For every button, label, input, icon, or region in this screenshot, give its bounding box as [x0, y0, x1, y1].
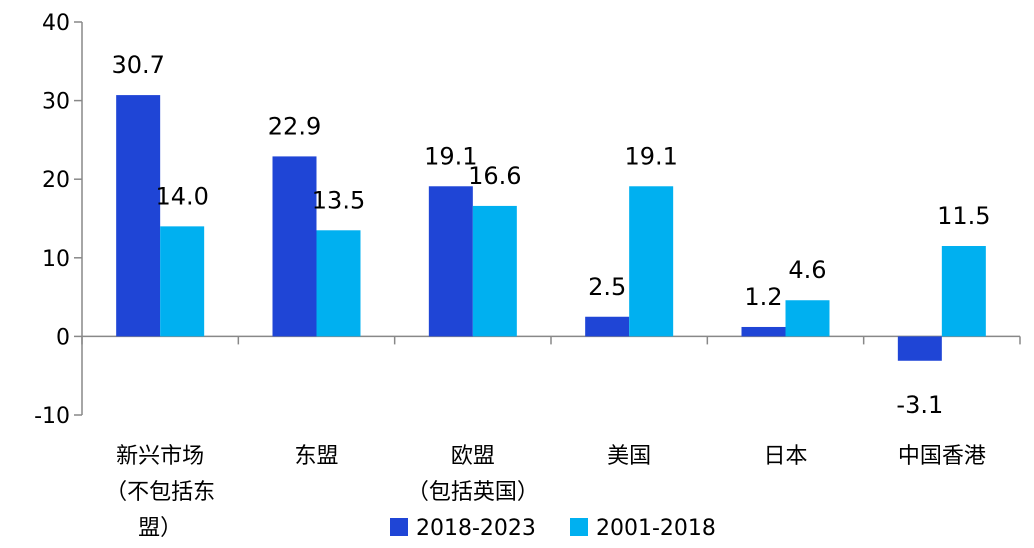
data-label: 2.5 — [588, 273, 626, 301]
bar-2018-2023-0 — [116, 95, 161, 337]
x-category-label: （包括英国） — [407, 480, 539, 505]
x-category-label: 盟） — [138, 516, 182, 541]
data-label: 1.2 — [744, 283, 782, 311]
x-category-label: （不包括东 — [105, 480, 215, 505]
bar-2001-2018-5 — [941, 246, 986, 337]
x-category-label: 日本 — [763, 444, 807, 469]
bar-2001-2018-4 — [785, 300, 830, 337]
data-label: 22.9 — [268, 112, 321, 140]
data-label: 14.0 — [155, 182, 208, 210]
y-tick-label: 0 — [56, 325, 70, 350]
data-label: 16.6 — [468, 162, 521, 190]
bar-2001-2018-3 — [629, 186, 674, 337]
bar-2018-2023-2 — [428, 186, 473, 337]
bar-2001-2018-1 — [316, 230, 361, 337]
data-label: -3.1 — [896, 391, 943, 419]
y-tick-label: -10 — [34, 404, 70, 429]
x-category-label: 美国 — [607, 444, 651, 469]
bar-2018-2023-3 — [585, 316, 630, 337]
y-tick-label: 30 — [42, 90, 70, 115]
bar-2001-2018-2 — [472, 205, 517, 337]
data-label: 13.5 — [312, 186, 365, 214]
y-tick-label: 10 — [42, 247, 70, 272]
x-category-label: 中国香港 — [898, 444, 986, 469]
legend-swatch-2018-2023 — [390, 518, 408, 536]
data-label: 19.1 — [624, 142, 677, 170]
legend-label: 2001-2018 — [596, 516, 716, 541]
x-category-label: 东盟 — [294, 444, 338, 469]
data-label: 4.6 — [788, 256, 826, 284]
bar-2001-2018-0 — [160, 226, 205, 337]
bar-2018-2023-5 — [897, 336, 942, 361]
x-category-label: 新兴市场 — [116, 444, 204, 469]
bar-2018-2023-1 — [272, 156, 317, 337]
y-tick-label: 40 — [42, 11, 70, 36]
legend-label: 2018-2023 — [416, 516, 536, 541]
x-category-label: 欧盟 — [451, 444, 495, 469]
bar-2018-2023-4 — [741, 326, 786, 337]
data-label: 30.7 — [111, 51, 164, 79]
data-label: 11.5 — [937, 202, 990, 230]
legend-swatch-2001-2018 — [570, 518, 588, 536]
data-label: 19.1 — [424, 142, 477, 170]
y-tick-label: 20 — [42, 168, 70, 193]
